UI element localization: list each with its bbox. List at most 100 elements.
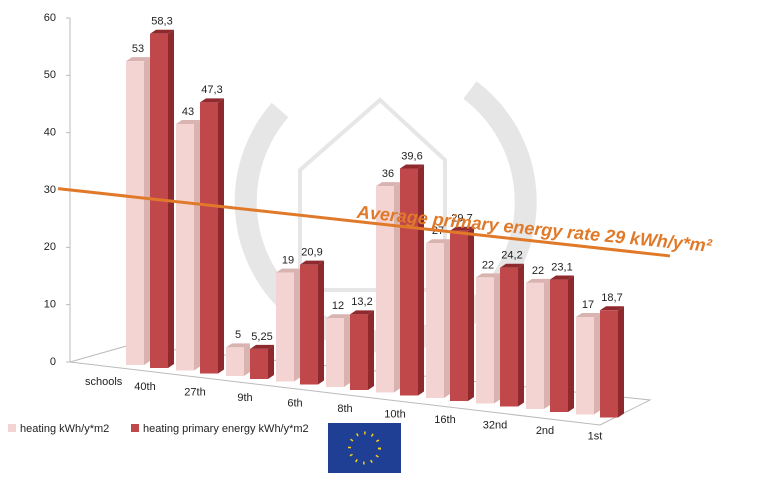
- eu-flag: [328, 423, 401, 473]
- bar-side: [344, 314, 350, 387]
- bar-side: [618, 306, 624, 418]
- bar-side: [244, 343, 250, 376]
- legend-label: heating primary energy kWh/y*m2: [143, 423, 309, 435]
- y-tick-label: 30: [44, 184, 56, 196]
- data-label: 5,25: [251, 331, 272, 343]
- x-tick-label: 27th: [184, 386, 205, 398]
- data-label: 23,1: [551, 261, 572, 273]
- bar: [276, 272, 294, 382]
- bar-side: [444, 239, 450, 398]
- bar: [550, 279, 568, 412]
- data-label: 22: [532, 265, 544, 277]
- bar: [126, 61, 144, 366]
- bar-side: [394, 182, 400, 393]
- bar-side: [518, 263, 524, 407]
- x-tick-label: 9th: [237, 392, 252, 404]
- bar-side: [144, 57, 150, 366]
- bar: [376, 186, 394, 393]
- bar-top: [400, 164, 424, 169]
- data-label: 19: [282, 254, 294, 266]
- bar: [426, 243, 444, 398]
- bar: [326, 318, 344, 387]
- bar: [400, 168, 418, 396]
- data-label: 12: [332, 300, 344, 312]
- y-tick-label: 20: [44, 241, 56, 253]
- bar: [476, 277, 494, 404]
- x-axis-label: schools: [85, 376, 123, 388]
- data-label: 39,6: [401, 150, 422, 162]
- bar-top: [526, 278, 550, 283]
- legend-swatch: [8, 424, 16, 432]
- x-tick-label: 8th: [337, 403, 352, 415]
- data-label: 22: [482, 259, 494, 271]
- bar-side: [368, 310, 374, 390]
- y-tick-label: 40: [44, 127, 56, 139]
- bar-side: [594, 313, 600, 415]
- bar-side: [494, 273, 500, 404]
- bar-top: [500, 263, 524, 268]
- bar-top: [150, 29, 174, 34]
- bar-top: [550, 275, 574, 280]
- bar: [250, 348, 268, 379]
- y-tick-label: 0: [50, 356, 56, 368]
- data-label: 47,3: [201, 84, 222, 96]
- y-tick-label: 50: [44, 69, 56, 81]
- bar-side: [544, 278, 550, 409]
- bar-top: [426, 239, 450, 244]
- bar-side: [268, 344, 274, 379]
- bar: [526, 282, 544, 409]
- bar-top: [226, 343, 250, 348]
- bar-top: [326, 314, 350, 319]
- x-tick-label: 10th: [384, 408, 405, 420]
- bar: [200, 102, 218, 374]
- x-tick-label: 32nd: [483, 419, 507, 431]
- bar: [500, 267, 518, 407]
- data-label: 24,2: [501, 250, 522, 262]
- x-tick-label: 1st: [588, 430, 603, 442]
- x-tick-label: 6th: [287, 397, 302, 409]
- bar: [176, 123, 194, 371]
- bar-top: [126, 57, 150, 62]
- data-label: 18,7: [601, 292, 622, 304]
- data-label: 43: [182, 106, 194, 118]
- bar-top: [176, 119, 200, 124]
- bar-side: [418, 164, 424, 396]
- bar-top: [250, 344, 274, 349]
- bar-side: [218, 98, 224, 374]
- bar-side: [168, 29, 174, 368]
- bar: [300, 264, 318, 385]
- data-label: 36: [382, 168, 394, 180]
- bar-side: [294, 268, 300, 382]
- bar-top: [450, 226, 474, 231]
- bar: [350, 314, 368, 390]
- bar: [600, 310, 618, 418]
- data-label: 58,3: [151, 16, 172, 28]
- bar-top: [600, 306, 624, 311]
- bar-top: [376, 182, 400, 187]
- bar-top: [200, 98, 224, 103]
- y-tick-label: 60: [44, 12, 56, 24]
- reference-line: [57, 187, 671, 258]
- bar-side: [194, 119, 200, 371]
- bar: [576, 317, 594, 415]
- y-tick-label: 10: [44, 299, 56, 311]
- legend-swatch: [131, 424, 139, 432]
- bar-side: [568, 275, 574, 412]
- bar-top: [350, 310, 374, 315]
- x-tick-label: 16th: [434, 414, 455, 426]
- data-label: 53: [132, 43, 144, 55]
- data-label: 29,7: [451, 213, 472, 225]
- bar-top: [300, 260, 324, 265]
- data-label: 5: [235, 329, 241, 341]
- data-label: 13,2: [351, 296, 372, 308]
- bar: [226, 347, 244, 376]
- bar-side: [318, 260, 324, 385]
- bar: [450, 230, 468, 401]
- bar-top: [576, 313, 600, 318]
- bar-top: [276, 268, 300, 273]
- legend-label: heating kWh/y*m2: [20, 423, 109, 435]
- data-label: 17: [582, 299, 594, 311]
- bar-top: [476, 273, 500, 278]
- data-label: 20,9: [301, 247, 322, 259]
